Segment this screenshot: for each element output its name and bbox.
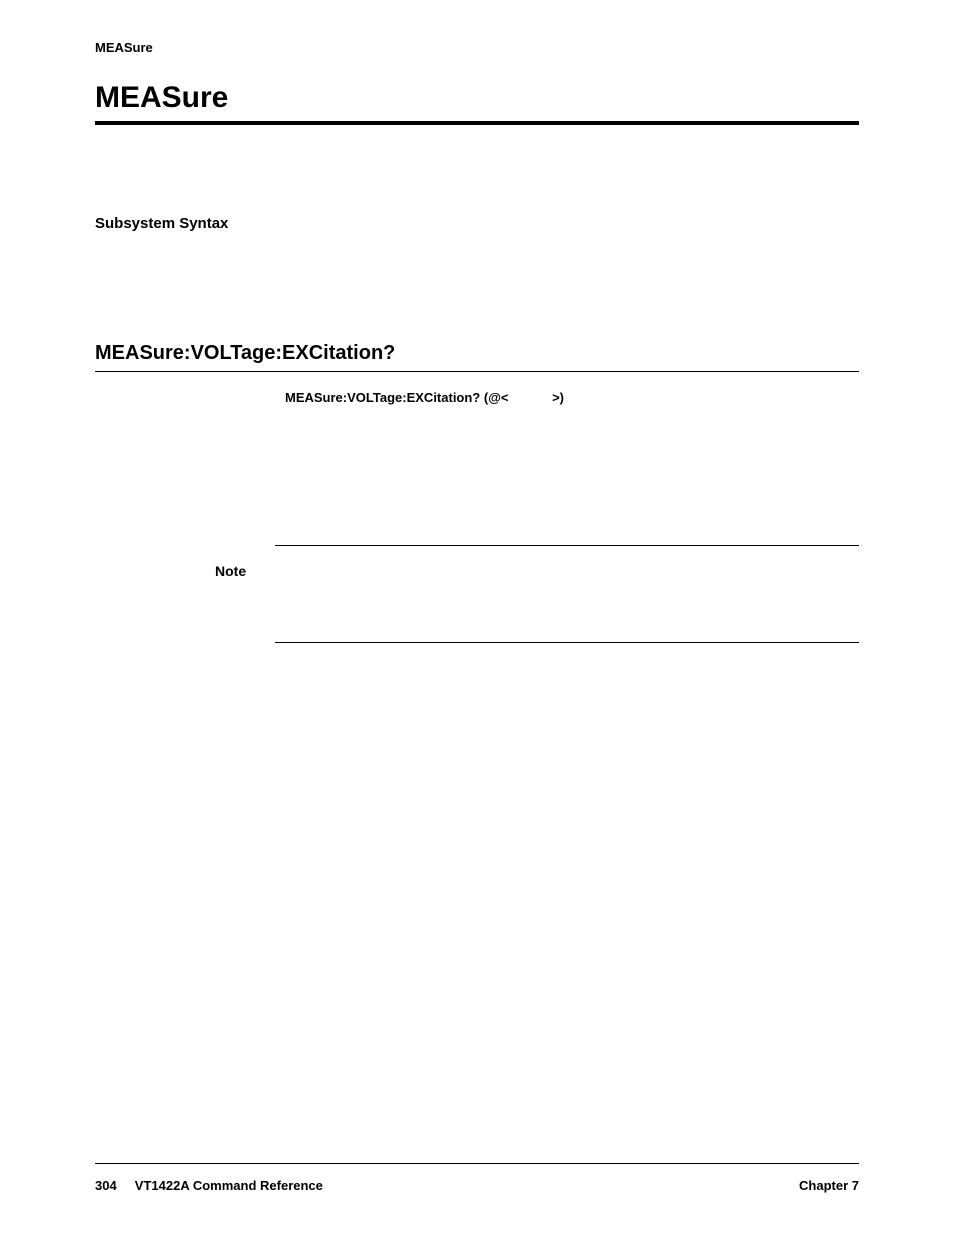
page-header-label: MEASure [95, 40, 859, 55]
footer-page-number: 304 [95, 1178, 117, 1193]
footer-rule [95, 1163, 859, 1164]
note-body [275, 545, 859, 643]
footer-left: 304 VT1422A Command Reference [95, 1178, 323, 1193]
section-rule [95, 371, 859, 372]
footer-chapter: Chapter 7 [799, 1178, 859, 1193]
command-syntax-line: MEASure:VOLTage:EXCitation? (@< >) [285, 390, 859, 405]
note-block: Note [95, 545, 859, 643]
main-title: MEASure [95, 81, 859, 115]
command-suffix: >) [552, 390, 564, 405]
page-footer: 304 VT1422A Command Reference Chapter 7 [95, 1163, 859, 1193]
footer-doc-title: VT1422A Command Reference [135, 1178, 323, 1193]
command-prefix: MEASure:VOLTage:EXCitation? (@< [285, 390, 508, 405]
note-bottom-rule [275, 642, 859, 643]
section-title: MEASure:VOLTage:EXCitation? [95, 342, 859, 365]
note-label: Note [95, 545, 275, 579]
subsystem-syntax-heading: Subsystem Syntax [95, 215, 859, 232]
